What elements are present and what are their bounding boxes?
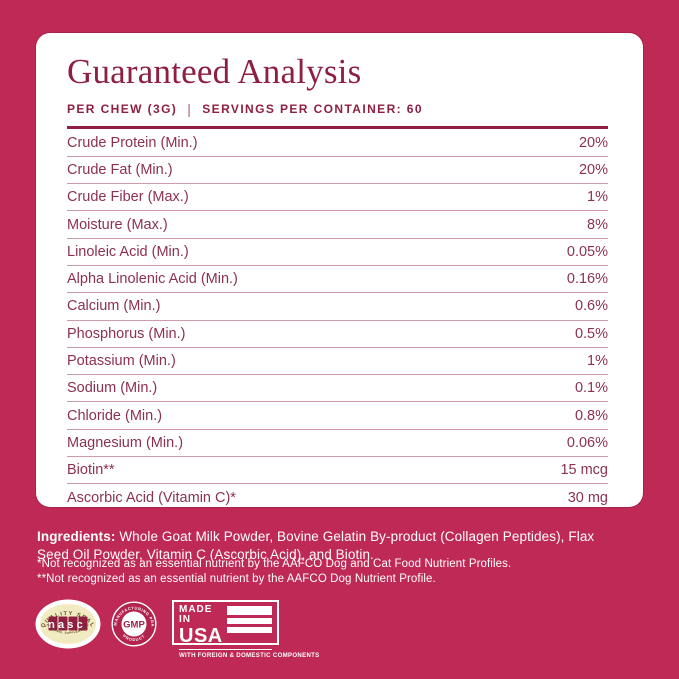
- table-row: Sodium (Min.) 0.1%: [67, 375, 608, 403]
- footnotes: *Not recognized as an essential nutrient…: [37, 557, 637, 587]
- table-row: Crude Fat (Min.) 20%: [67, 157, 608, 185]
- per-chew-label: PER CHEW (3G): [67, 101, 178, 116]
- gmp-wordmark: GMP: [123, 620, 145, 631]
- table-row: Linoleic Acid (Min.) 0.05%: [67, 239, 608, 266]
- subtitle-divider: |: [187, 100, 193, 117]
- nutrient-value: 0.6%: [574, 298, 608, 315]
- made-in-label: MADE IN: [179, 604, 213, 625]
- table-row: Crude Fiber (Max.) 1%: [67, 184, 608, 212]
- nutrient-value: 8%: [587, 216, 608, 233]
- table-row: Ascorbic Acid (Vitamin C)* 30 mg: [67, 484, 608, 510]
- table-row: Phosphorus (Min.) 0.5%: [67, 321, 608, 348]
- nutrient-value: 15 mcg: [560, 462, 608, 479]
- ingredients-paragraph: Ingredients: Whole Goat Milk Powder, Bov…: [37, 528, 612, 565]
- nutrient-value: 0.1%: [574, 380, 608, 397]
- table-row: Magnesium (Min.) 0.06%: [67, 430, 608, 458]
- nutrient-label: Potassium (Min.): [67, 353, 176, 370]
- nutrient-label: Ascorbic Acid (Vitamin C)*: [67, 489, 236, 506]
- nutrient-label: Calcium (Min.): [67, 298, 161, 315]
- nutrient-value: 0.05%: [566, 243, 608, 260]
- nutrient-value: 20%: [578, 134, 608, 151]
- nutrient-label: Chloride (Min.): [67, 407, 163, 424]
- gmp-arc-bottom-text: PRODUCT: [122, 633, 146, 642]
- table-row: Potassium (Min.) 1%: [67, 348, 608, 376]
- nutrient-label: Moisture (Max.): [67, 216, 168, 233]
- nutrient-value: 0.5%: [574, 325, 608, 342]
- nutrient-label: Alpha Linolenic Acid (Min.): [67, 271, 238, 288]
- nasc-center-tiles: [48, 616, 88, 631]
- table-row: Crude Protein (Min.) 20%: [67, 130, 608, 157]
- table-row: Chloride (Min.) 0.8%: [67, 402, 608, 430]
- serving-info: PER CHEW (3G) | SERVINGS PER CONTAINER: …: [67, 101, 608, 117]
- header-rule: [67, 125, 608, 129]
- analysis-table: Crude Protein (Min.) 20% Crude Fat (Min.…: [67, 130, 608, 511]
- nasc-wordmark: nasc: [48, 619, 86, 631]
- nutrient-label: Linoleic Acid (Min.): [67, 243, 189, 260]
- nutrient-label: Magnesium (Min.): [67, 434, 184, 451]
- ingredients-text: Whole Goat Milk Powder, Bovine Gelatin B…: [37, 528, 595, 563]
- usa-label: USA: [179, 625, 223, 647]
- servings-per-container-label: SERVINGS PER CONTAINER: 60: [202, 101, 423, 116]
- nasc-quality-seal-icon: QUALITY SEAL nasc NATIONAL ANIMAL SUPPLE…: [35, 599, 101, 649]
- table-row: Alpha Linolenic Acid (Min.) 0.16%: [67, 266, 608, 294]
- footnote-line: *Not recognized as an essential nutrient…: [37, 558, 512, 570]
- nutrient-label: Sodium (Min.): [67, 380, 158, 397]
- nutrient-value: 1%: [587, 353, 608, 370]
- nutrient-label: Crude Fiber (Max.): [67, 189, 189, 206]
- nutrient-value: 0.8%: [574, 407, 608, 424]
- nutrient-value: 30 mg: [567, 489, 608, 506]
- page-title: Guaranteed Analysis: [67, 52, 362, 91]
- guaranteed-analysis-card: Guaranteed Analysis PER CHEW (3G) | SERV…: [36, 33, 643, 507]
- gmp-seal-icon: GOOD MANUFACTURING PRACTICE PRODUCT GMP: [111, 601, 157, 647]
- table-row: Calcium (Min.) 0.6%: [67, 293, 608, 321]
- flag-stripes-icon: [227, 605, 272, 646]
- table-row: Moisture (Max.) 8%: [67, 211, 608, 239]
- nutrient-value: 1%: [587, 189, 608, 206]
- table-row: Biotin** 15 mcg: [67, 457, 608, 485]
- usa-badge-divider: [179, 649, 272, 650]
- nutrient-value: 0.06%: [566, 434, 608, 451]
- nutrient-value: 20%: [578, 161, 608, 178]
- certification-seals: QUALITY SEAL nasc NATIONAL ANIMAL SUPPLE…: [35, 599, 319, 659]
- usa-components-caption: WITH FOREIGN & DOMESTIC COMPONENTS: [179, 652, 320, 659]
- nutrient-label: Phosphorus (Min.): [67, 325, 186, 342]
- footnote-line: **Not recognized as an essential nutrien…: [37, 572, 436, 585]
- ingredients-label: Ingredients:: [37, 528, 116, 544]
- nutrient-value: 0.16%: [566, 271, 608, 288]
- nutrient-label: Crude Fat (Min.): [67, 161, 173, 178]
- made-in-usa-badge: MADE IN USA WITH FOREIGN & DOMESTIC COMP…: [172, 600, 319, 659]
- nutrient-label: Crude Protein (Min.): [67, 134, 198, 151]
- svg-text:PRODUCT: PRODUCT: [122, 633, 146, 642]
- nutrient-label: Biotin**: [67, 462, 115, 479]
